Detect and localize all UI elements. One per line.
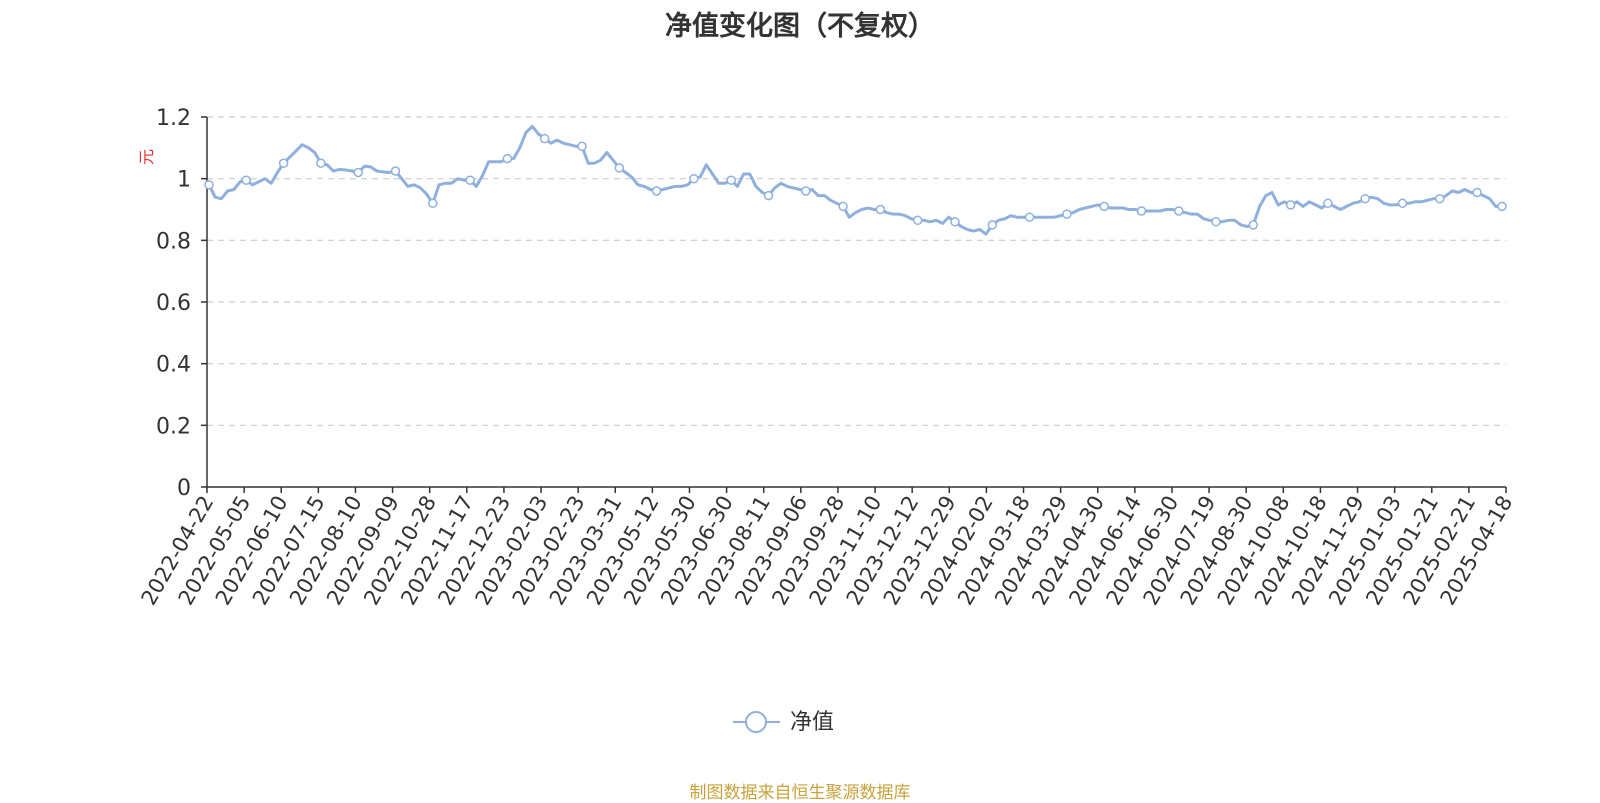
data-point[interactable] bbox=[1211, 217, 1221, 227]
data-point[interactable] bbox=[1472, 187, 1482, 198]
data-point[interactable] bbox=[1360, 193, 1370, 204]
data-point[interactable] bbox=[465, 175, 475, 185]
y-tick-label: 0.4 bbox=[156, 353, 191, 378]
y-tick-label: 1 bbox=[177, 168, 191, 193]
y-ticks: 0 0.2 0.4 0.6 0.8 1 1.2 bbox=[156, 106, 207, 501]
data-point[interactable] bbox=[950, 217, 960, 227]
data-point[interactable] bbox=[278, 158, 289, 168]
data-point[interactable] bbox=[241, 175, 252, 185]
data-point[interactable] bbox=[1136, 206, 1147, 216]
data-point[interactable] bbox=[1024, 212, 1035, 222]
data-point[interactable] bbox=[577, 141, 587, 152]
x-ticks: 2022-04-222022-05-052022-06-102022-07-15… bbox=[137, 487, 1517, 609]
data-point[interactable] bbox=[1285, 200, 1296, 210]
data-point[interactable] bbox=[651, 186, 662, 196]
data-point[interactable] bbox=[1497, 201, 1507, 212]
data-point[interactable] bbox=[1397, 198, 1408, 209]
data-point[interactable] bbox=[1323, 198, 1333, 209]
data-point[interactable] bbox=[316, 158, 326, 168]
series-line bbox=[207, 124, 1502, 236]
legend[interactable]: 净值 bbox=[733, 710, 834, 735]
gridlines bbox=[207, 116, 1506, 426]
data-point[interactable] bbox=[1099, 201, 1109, 212]
data-point[interactable] bbox=[912, 215, 923, 226]
data-point[interactable] bbox=[353, 167, 363, 178]
data-point[interactable] bbox=[689, 173, 699, 184]
data-point[interactable] bbox=[763, 190, 774, 201]
legend-marker-icon bbox=[745, 711, 767, 733]
data-point[interactable] bbox=[1062, 209, 1072, 219]
data-point[interactable] bbox=[875, 204, 886, 215]
data-point[interactable] bbox=[1435, 193, 1445, 204]
data-point[interactable] bbox=[390, 166, 401, 176]
data-point[interactable] bbox=[502, 153, 513, 164]
data-point[interactable] bbox=[1174, 206, 1184, 216]
data-source-footer: 制图数据来自恒生聚源数据库 bbox=[689, 783, 911, 803]
y-tick-label: 0.2 bbox=[156, 414, 191, 439]
data-point[interactable] bbox=[1248, 220, 1259, 230]
data-point[interactable] bbox=[801, 186, 811, 196]
series-layer bbox=[204, 124, 1507, 236]
y-axis-unit-label: 元 bbox=[137, 149, 156, 165]
y-tick-label: 0 bbox=[177, 476, 191, 501]
data-point[interactable] bbox=[204, 180, 214, 190]
y-tick-label: 0.6 bbox=[156, 291, 191, 316]
data-point[interactable] bbox=[614, 163, 625, 173]
data-point[interactable] bbox=[838, 201, 848, 212]
data-point[interactable] bbox=[726, 175, 736, 185]
chart-title: 净值变化图（不复权） bbox=[665, 11, 935, 42]
data-point[interactable] bbox=[428, 198, 438, 209]
data-point[interactable] bbox=[539, 133, 550, 144]
legend-label: 净值 bbox=[790, 710, 834, 735]
data-point[interactable] bbox=[987, 220, 998, 230]
y-tick-label: 1.2 bbox=[156, 106, 191, 131]
y-tick-label: 0.8 bbox=[156, 229, 191, 254]
